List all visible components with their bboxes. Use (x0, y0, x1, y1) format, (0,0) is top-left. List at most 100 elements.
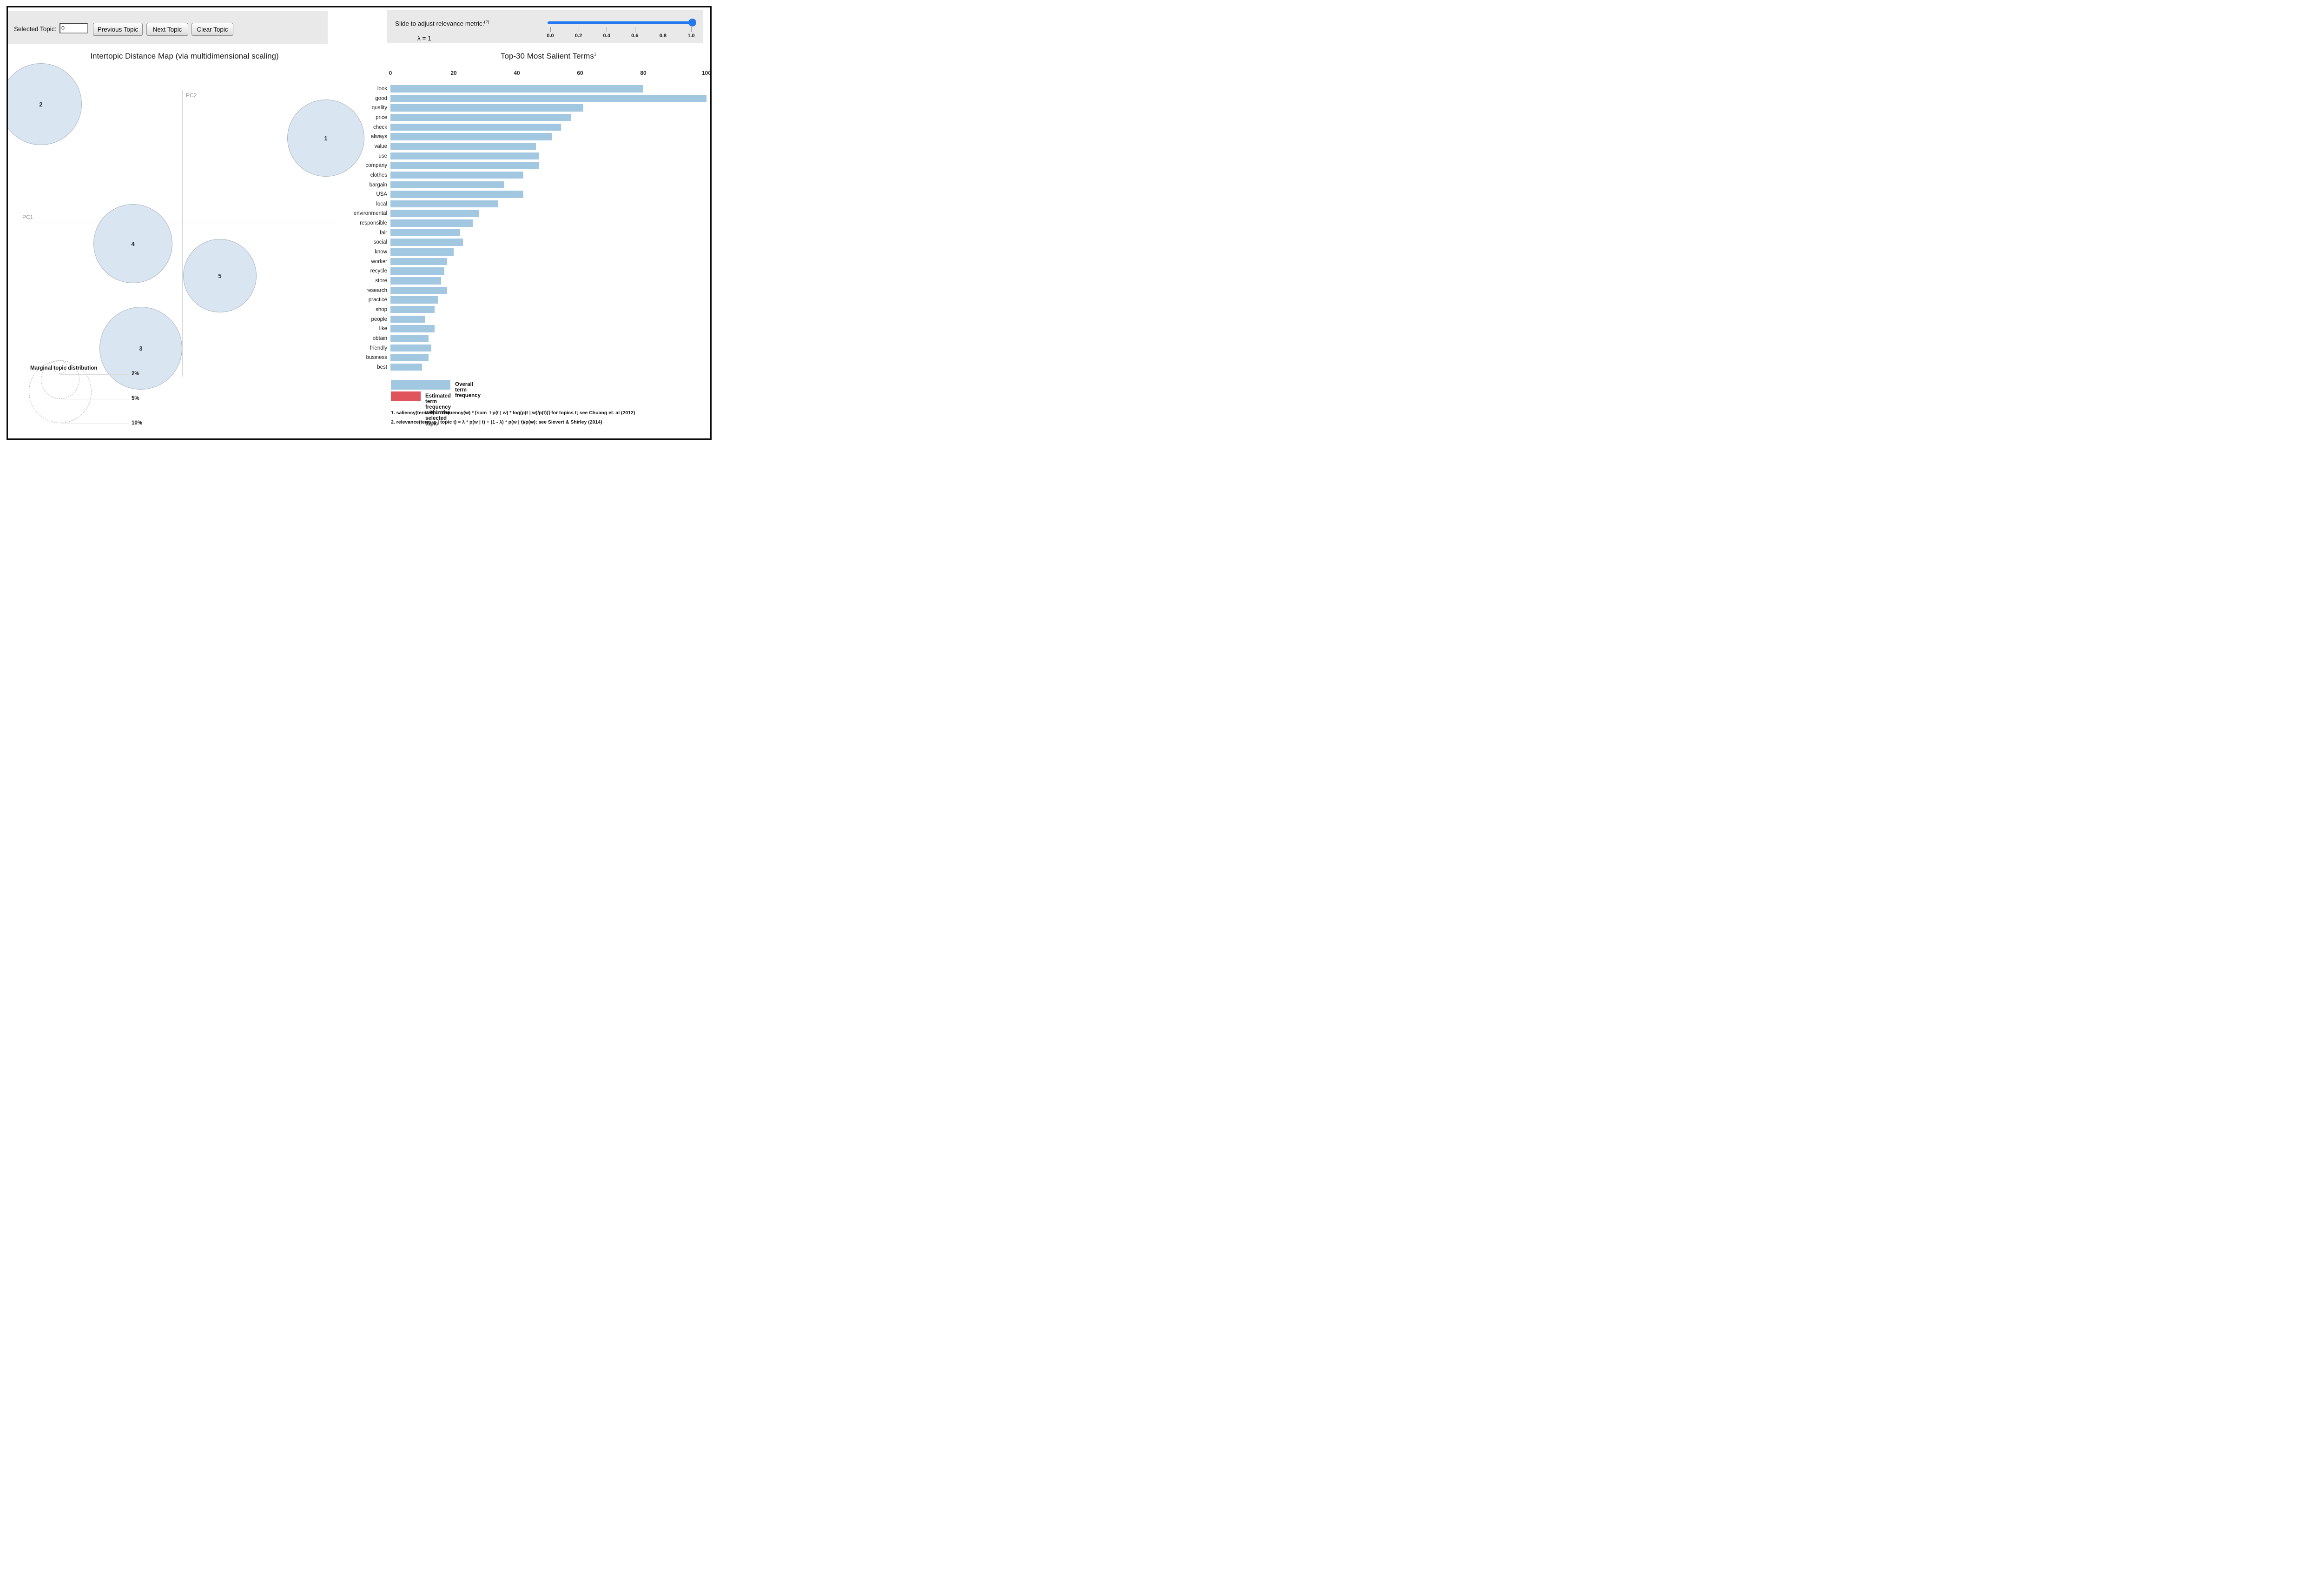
term-frequency-bar[interactable] (390, 239, 463, 246)
legend-swatch (391, 380, 450, 390)
term-frequency-bar[interactable] (390, 133, 552, 140)
previous-topic-button[interactable]: Previous Topic (93, 23, 143, 36)
topic-circle-5[interactable]: 5 (183, 239, 257, 312)
term-label[interactable]: know (375, 249, 387, 255)
term-label[interactable]: research (366, 287, 387, 293)
term-frequency-bar[interactable] (390, 354, 429, 361)
pc1-axis-label: PC1 (22, 214, 33, 220)
term-frequency-bar[interactable] (390, 85, 643, 93)
term-label[interactable]: look (377, 86, 387, 92)
marginal-label-2%: 2% (132, 371, 139, 377)
slider-tick-mark (550, 27, 551, 32)
term-frequency-bar[interactable] (390, 113, 571, 121)
term-frequency-bar[interactable] (390, 229, 460, 237)
term-label[interactable]: USA (376, 192, 387, 198)
term-label[interactable]: practice (368, 297, 387, 303)
selected-topic-input[interactable] (59, 23, 88, 33)
term-label[interactable]: obtain (372, 335, 387, 341)
barchart-title-text: Top-30 Most Salient Terms (501, 52, 594, 60)
term-label[interactable]: always (370, 134, 387, 140)
term-label[interactable]: bargain (369, 182, 387, 188)
term-label[interactable]: check (373, 124, 387, 130)
pc2-axis-line (182, 90, 183, 377)
marginal-leader-line (60, 374, 129, 375)
term-frequency-bar[interactable] (390, 162, 539, 169)
term-frequency-bar[interactable] (390, 277, 441, 285)
term-label[interactable]: good (375, 95, 387, 101)
term-frequency-bar[interactable] (390, 248, 454, 256)
slider-label: Slide to adjust relevance metric:(2) (395, 20, 489, 27)
term-label[interactable]: price (376, 114, 387, 120)
topic-circle-1[interactable]: 1 (287, 99, 364, 177)
term-label[interactable]: environmental (353, 211, 387, 217)
term-frequency-bar[interactable] (390, 181, 504, 188)
term-frequency-bar[interactable] (390, 210, 479, 217)
term-label[interactable]: company (365, 163, 387, 169)
term-frequency-bar[interactable] (390, 219, 473, 227)
topic-circle-3[interactable]: 3 (99, 307, 182, 390)
slider-tick-label: 0.4 (603, 33, 610, 39)
term-frequency-bar[interactable] (390, 123, 561, 131)
term-label[interactable]: fair (380, 230, 387, 236)
legend-label: Estimated term frequency within the sele… (425, 393, 451, 427)
marginal-circle-10% (29, 360, 92, 423)
term-frequency-bar[interactable] (390, 200, 498, 208)
term-frequency-bar[interactable] (390, 334, 429, 342)
x-tick-label: 0 (389, 70, 392, 76)
term-label[interactable]: responsible (360, 220, 387, 226)
term-frequency-bar[interactable] (390, 191, 523, 198)
slider-tick-label: 1.0 (687, 33, 695, 39)
slider-label-footref: (2) (484, 20, 489, 24)
slider-tick-label: 0.8 (659, 33, 667, 39)
term-label[interactable]: friendly (370, 345, 387, 351)
slider-tick-mark (691, 27, 692, 32)
topic-circle-2[interactable]: 2 (8, 63, 82, 145)
term-label[interactable]: worker (371, 259, 387, 265)
term-frequency-bar[interactable] (390, 258, 448, 265)
lambda-slider-track[interactable] (548, 21, 696, 24)
x-tick-label: 100 (701, 70, 712, 76)
term-label[interactable]: business (366, 355, 387, 361)
term-label[interactable]: store (375, 278, 387, 284)
relevance-slider-toolbar: Slide to adjust relevance metric:(2) λ =… (387, 10, 703, 43)
clear-topic-button[interactable]: Clear Topic (191, 23, 233, 36)
lambda-slider-thumb[interactable] (688, 19, 696, 27)
slider-tick-label: 0.2 (574, 33, 582, 39)
marginal-label-5%: 5% (132, 396, 139, 401)
legend-label: Overall term frequency (455, 382, 481, 398)
x-tick-label: 20 (450, 70, 457, 76)
term-frequency-bar[interactable] (390, 152, 539, 160)
term-label[interactable]: quality (371, 105, 387, 111)
legend-swatch (391, 391, 421, 401)
slider-tick-label: 0.0 (547, 33, 554, 39)
term-frequency-bar[interactable] (390, 104, 583, 112)
term-label[interactable]: best (377, 364, 387, 370)
term-frequency-bar[interactable] (390, 344, 432, 352)
term-label[interactable]: local (376, 201, 387, 207)
term-frequency-bar[interactable] (390, 325, 435, 332)
term-frequency-bar[interactable] (390, 267, 444, 275)
term-label[interactable]: like (379, 326, 387, 332)
term-frequency-bar[interactable] (390, 171, 523, 179)
lambda-value-label: λ = 1 (417, 35, 431, 42)
term-label[interactable]: clothes (370, 172, 387, 178)
term-frequency-bar[interactable] (390, 363, 422, 371)
term-frequency-bar[interactable] (390, 94, 706, 102)
topic-circle-4[interactable]: 4 (93, 204, 172, 283)
next-topic-button[interactable]: Next Topic (146, 23, 188, 36)
term-frequency-bar[interactable] (390, 305, 435, 313)
term-label[interactable]: shop (376, 306, 387, 312)
term-label[interactable]: use (378, 153, 387, 159)
term-frequency-bar[interactable] (390, 286, 448, 294)
term-label[interactable]: recycle (370, 268, 387, 274)
term-label[interactable]: social (373, 239, 387, 245)
term-frequency-bar[interactable] (390, 296, 438, 304)
x-tick-label: 60 (577, 70, 583, 76)
term-label[interactable]: people (371, 316, 387, 322)
term-label[interactable]: value (374, 143, 388, 149)
barchart-title-footref: 1 (594, 52, 596, 57)
term-frequency-bar[interactable] (390, 142, 536, 150)
x-tick-label: 80 (640, 70, 647, 76)
map-title: Intertopic Distance Map (via multidimens… (90, 52, 279, 60)
term-frequency-bar[interactable] (390, 315, 425, 323)
